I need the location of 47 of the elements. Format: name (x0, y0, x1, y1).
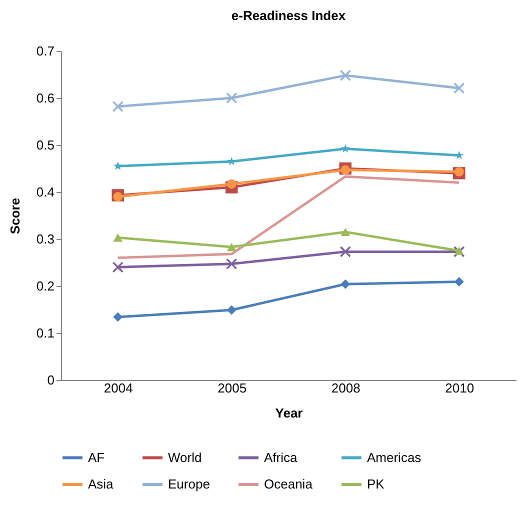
chart-title: e-Readiness Index (231, 8, 346, 23)
point (454, 150, 464, 160)
legend-label: Oceania (264, 476, 314, 492)
y-tick-label: 0.6 (36, 90, 54, 106)
point (454, 246, 464, 255)
legend-label: PK (367, 476, 385, 492)
point (340, 246, 352, 258)
y-tick-label: 0.1 (36, 326, 54, 340)
y-axis-title: Score (7, 198, 22, 234)
point (340, 70, 352, 82)
point (453, 246, 465, 258)
point (112, 100, 124, 112)
y-tick-label: 0.5 (36, 138, 54, 152)
point (340, 279, 350, 289)
point (226, 305, 236, 315)
point (226, 92, 238, 104)
y-tick-label: 0.4 (36, 184, 54, 200)
point (340, 144, 350, 153)
point (454, 277, 464, 287)
point (340, 165, 350, 175)
point (453, 82, 465, 94)
line-series (116, 175, 460, 260)
y-tick-label: 0 (47, 372, 54, 388)
point (226, 242, 236, 252)
legend-label: AF (88, 450, 105, 465)
y-tick-label: 0.3 (36, 232, 54, 246)
legend-label: Africa (264, 450, 298, 465)
x-tick-label: 2005 (218, 380, 247, 396)
point (226, 258, 238, 270)
point (113, 233, 123, 242)
y-tick-label: 0.2 (36, 278, 54, 294)
x-tick-label: 2004 (104, 380, 133, 396)
point (113, 161, 122, 170)
legend-label: Asia (88, 476, 114, 492)
legend-label: World (168, 450, 202, 465)
point (226, 179, 236, 189)
legend-label: Americas (367, 450, 422, 465)
point (340, 228, 350, 236)
point (454, 167, 464, 177)
point (113, 192, 123, 202)
x-axis-title: Year (275, 406, 303, 420)
legend-label: Europe (168, 476, 210, 492)
y-tick-label: 0.7 (36, 44, 54, 58)
x-tick-label: 2008 (331, 380, 360, 396)
point (112, 262, 124, 273)
x-tick-label: 2010 (445, 380, 474, 396)
point (113, 312, 123, 322)
